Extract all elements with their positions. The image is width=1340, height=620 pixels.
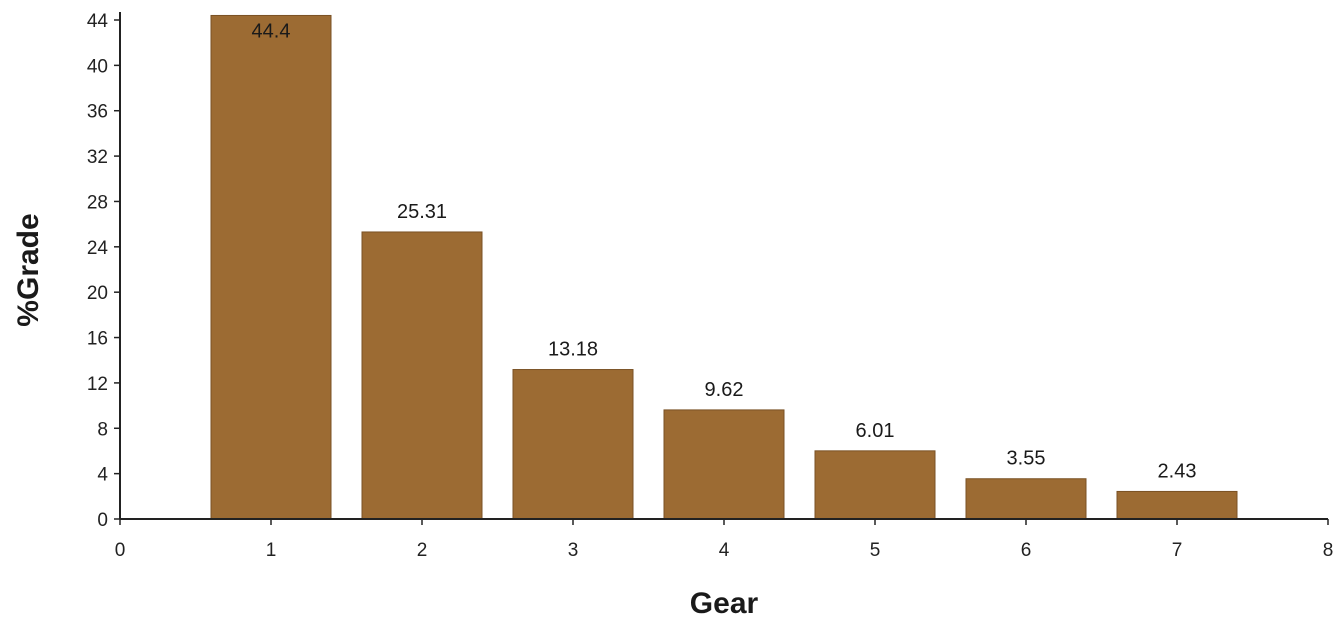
x-tick-label: 2 — [417, 540, 428, 561]
y-tick-label: 16 — [87, 329, 108, 350]
data-label-gear-1: 44.4 — [252, 20, 291, 42]
y-tick-label: 44 — [87, 11, 109, 32]
y-tick-label: 0 — [97, 510, 108, 531]
bar-gear-4 — [663, 409, 785, 520]
bar-gear-1 — [210, 14, 332, 520]
y-tick-label: 4 — [97, 465, 108, 486]
y-axis-title: %Grade — [12, 213, 45, 326]
data-label-gear-7: 2.43 — [1158, 460, 1197, 482]
data-label-gear-2: 25.31 — [397, 201, 447, 223]
x-tick-label: 1 — [266, 540, 277, 561]
data-label-gear-4: 9.62 — [705, 379, 744, 401]
x-tick-label: 0 — [115, 540, 126, 561]
bar-gear-2 — [361, 231, 483, 520]
y-tick-label: 28 — [87, 192, 108, 213]
data-label-gear-3: 13.18 — [548, 339, 598, 361]
data-labels-group: 44.4 25.31 13.18 9.62 6.01 3.55 2.43 — [252, 20, 1197, 482]
y-tick-label: 24 — [87, 238, 109, 259]
x-axis-title: Gear — [690, 587, 759, 620]
y-axis-ticks: 0 4 8 12 16 20 24 28 32 36 40 44 — [87, 11, 120, 531]
y-tick-label: 32 — [87, 147, 108, 168]
bars-group — [210, 14, 1238, 520]
bar-gear-6 — [965, 478, 1087, 520]
y-tick-label: 20 — [87, 283, 108, 304]
y-tick-label: 40 — [87, 56, 108, 77]
x-tick-label: 8 — [1323, 540, 1334, 561]
y-tick-label: 36 — [87, 102, 108, 123]
y-tick-label: 8 — [97, 419, 108, 440]
y-tick-label: 12 — [87, 374, 108, 395]
data-label-gear-6: 3.55 — [1007, 448, 1046, 470]
x-tick-label: 5 — [870, 540, 881, 561]
bar-gear-5 — [814, 450, 936, 520]
data-label-gear-5: 6.01 — [856, 420, 895, 442]
x-tick-label: 4 — [719, 540, 730, 561]
bar-gear-7 — [1116, 490, 1238, 520]
x-axis-ticks: 0 1 2 3 4 5 6 7 8 — [115, 519, 1334, 561]
x-tick-label: 7 — [1172, 540, 1183, 561]
bar-gear-3 — [512, 369, 634, 520]
x-tick-label: 6 — [1021, 540, 1032, 561]
x-tick-label: 3 — [568, 540, 579, 561]
